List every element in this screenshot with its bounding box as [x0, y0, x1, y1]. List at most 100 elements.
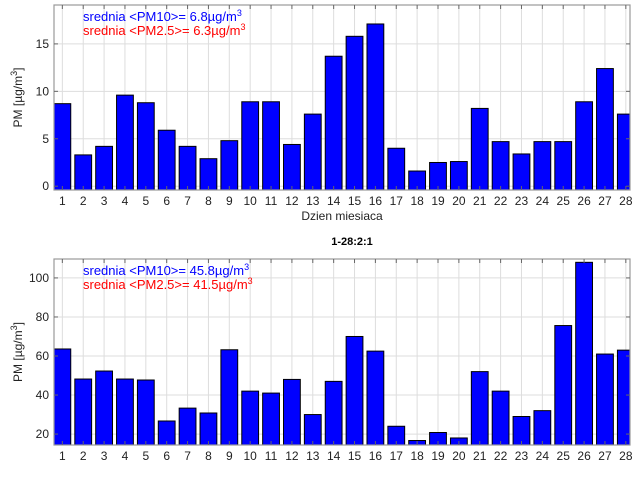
bar-day-15 [345, 35, 364, 190]
bar-day-28 [616, 349, 630, 445]
y-tick-label: 10 [36, 84, 50, 98]
x-tick-label: 27 [598, 194, 612, 208]
x-tick-label: 17 [390, 449, 404, 463]
bar-day-19 [429, 161, 447, 190]
bar-day-24 [533, 141, 552, 190]
x-tick-label: 6 [163, 194, 170, 208]
x-tick-label: 27 [598, 449, 612, 463]
x-tick-label: 16 [369, 194, 383, 208]
x-tick-label: 28 [619, 194, 633, 208]
bar-day-16 [366, 23, 385, 190]
bar-day-17 [387, 425, 406, 445]
bar-day-21 [470, 107, 489, 190]
bar-day-22 [491, 390, 510, 445]
y-tick-label: 100 [29, 271, 49, 285]
mean-annotation: srednia <PM10>= 6.8µg/m3 [83, 8, 242, 24]
x-tick-label: 7 [184, 194, 191, 208]
bar-day-24 [533, 410, 552, 445]
x-tick-label: 2 [80, 449, 87, 463]
x-tick-label: 15 [348, 449, 362, 463]
x-tick-label: 17 [390, 194, 404, 208]
bar-day-1 [54, 348, 72, 445]
bar-day-1 [54, 103, 72, 190]
x-tick-label: 9 [226, 194, 233, 208]
bar-day-9 [220, 140, 239, 190]
chart-2: 1 2 3 4 5 6 7 8 9 10 11 12 13 14 15 16 17 18 19 20 21 22 23 24 2… [9, 236, 633, 463]
bar-day-18 [408, 170, 427, 190]
bar-day-22 [491, 141, 510, 190]
bar-day-11 [262, 101, 280, 190]
y-tick-label: 60 [36, 349, 50, 363]
x-tick-label: 4 [122, 194, 129, 208]
x-tick-label: 19 [431, 194, 445, 208]
x-tick-label: 13 [306, 194, 320, 208]
bar-day-17 [387, 147, 406, 190]
y-tick-label: 5 [42, 132, 49, 146]
x-tick-label: 12 [285, 449, 299, 463]
x-tick-label: 22 [494, 194, 508, 208]
x-tick-label: 11 [265, 449, 278, 463]
x-tick-label: 16 [369, 449, 383, 463]
bar-day-3 [95, 370, 113, 445]
bar-day-21 [470, 371, 489, 445]
x-tick-label: 23 [515, 194, 529, 208]
bar-day-5 [136, 102, 155, 190]
x-tick-label: 10 [243, 449, 257, 463]
bar-day-12 [283, 378, 301, 445]
y-axis-label: PM [µg/m3] [9, 68, 25, 128]
y-tick-label: 15 [36, 37, 50, 51]
x-tick-label: 26 [577, 449, 591, 463]
bar-day-27 [596, 353, 614, 445]
bar-day-6 [157, 129, 176, 190]
x-tick-label: 21 [473, 194, 487, 208]
bar-day-23 [512, 153, 531, 190]
x-tick-label: 2 [80, 194, 87, 208]
x-tick-label: 10 [243, 194, 257, 208]
x-tick-label: 18 [410, 194, 424, 208]
axes-frame [53, 4, 631, 191]
x-tick-label: 11 [265, 194, 278, 208]
bar-day-19 [429, 432, 447, 445]
x-tick-label: 6 [163, 449, 170, 463]
bar-day-25 [554, 141, 573, 190]
bar-day-10 [241, 101, 260, 190]
x-tick-label: 3 [101, 194, 108, 208]
x-tick-label: 5 [142, 449, 149, 463]
x-axis-label: Dzien miesiaca [301, 209, 383, 223]
bar-day-10 [241, 390, 260, 445]
x-tick-label: 14 [327, 194, 341, 208]
x-tick-label: 18 [410, 449, 424, 463]
bar-day-9 [220, 349, 239, 445]
bar-day-8 [199, 412, 218, 445]
bar-day-4 [116, 94, 134, 190]
bar-day-7 [178, 145, 197, 190]
x-tick-label: 9 [226, 449, 233, 463]
y-tick-label: 20 [36, 427, 50, 441]
x-tick-label: 23 [515, 449, 529, 463]
bar-day-12 [283, 143, 301, 190]
bar-day-13 [303, 113, 322, 190]
x-tick-label: 15 [348, 194, 362, 208]
bar-day-25 [554, 325, 573, 445]
axes-frame [53, 258, 631, 446]
y-tick-label: 80 [36, 310, 50, 324]
x-tick-label: 8 [205, 449, 212, 463]
x-tick-label: 20 [452, 194, 466, 208]
bar-day-2 [74, 154, 93, 190]
bar-day-14 [324, 55, 343, 190]
chart-1: 1 2 3 4 5 6 7 8 9 10 11 12 13 14 15 16 17 18 19 20 21 22 23 24 2… [9, 4, 633, 223]
bar-day-3 [95, 145, 113, 190]
x-tick-label: 25 [557, 449, 571, 463]
mean-annotation: srednia <PM10>= 45.8µg/m3 [83, 262, 249, 278]
chart-title: 1-28:2:1 [331, 236, 373, 248]
bar-day-2 [74, 378, 93, 445]
y-axis-label: PM [µg/m3] [9, 322, 25, 382]
mean-annotation: srednia <PM2.5>= 41.5µg/m3 [83, 276, 253, 292]
bar-day-20 [449, 161, 468, 190]
x-tick-label: 1 [59, 449, 66, 463]
x-tick-label: 22 [494, 449, 508, 463]
bar-day-5 [136, 379, 155, 445]
x-tick-label: 26 [577, 194, 591, 208]
bar-day-11 [262, 392, 280, 445]
